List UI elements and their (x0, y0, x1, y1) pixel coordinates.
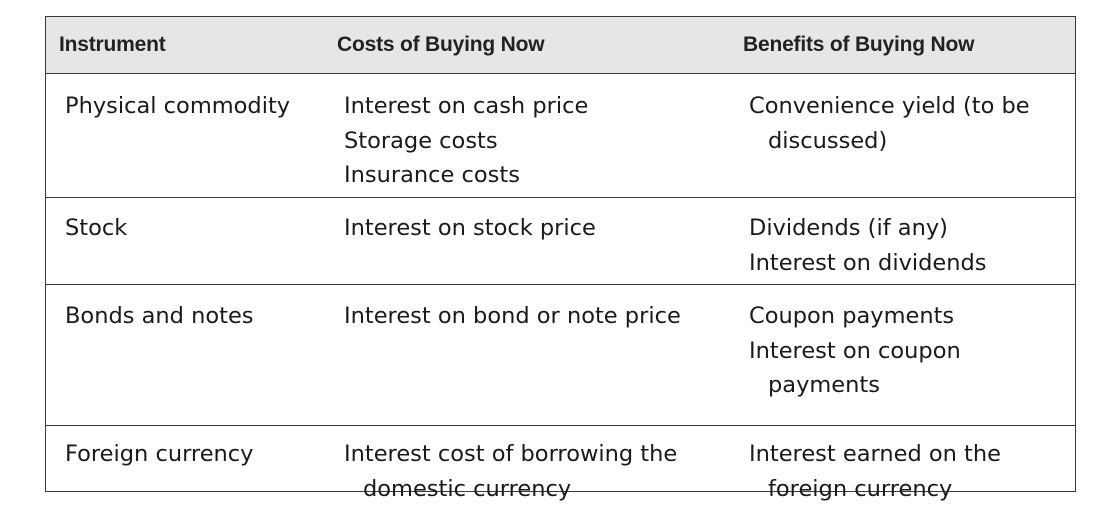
cost-benefit-table: Instrument Costs of Buying Now Benefits … (45, 16, 1076, 502)
row-benefits: Interest earned on the foreign currency (749, 437, 1069, 506)
table-row: Bonds and notes Interest on bond or note… (46, 285, 1075, 426)
benefit-line: Coupon payments (749, 303, 955, 329)
row-costs: Interest on stock price (344, 211, 714, 246)
benefit-line: payments (768, 372, 880, 398)
row-benefits: Dividends (if any) Interest on dividends (749, 211, 1069, 280)
table-row: Stock Interest on stock price Dividends … (46, 198, 1075, 285)
header-benefits: Benefits of Buying Now (743, 33, 975, 56)
row-instrument: Physical commodity (65, 93, 291, 119)
table-header: Instrument Costs of Buying Now Benefits … (46, 17, 1075, 74)
cost-line: Interest on bond or note price (344, 303, 681, 329)
header-costs: Costs of Buying Now (337, 33, 545, 56)
row-instrument: Foreign currency (65, 441, 254, 467)
row-benefits: Convenience yield (to be discussed) (749, 89, 1069, 158)
table-row: Physical commodity Interest on cash pric… (46, 74, 1075, 198)
benefit-line: foreign currency (768, 475, 953, 502)
cost-line: domestic currency (363, 475, 572, 502)
row-benefits: Coupon payments Interest on coupon payme… (749, 299, 1069, 403)
benefit-line: discussed) (768, 127, 888, 154)
cost-line: Interest cost of borrowing the (344, 441, 678, 467)
header-instrument: Instrument (59, 33, 166, 56)
row-costs: Interest on bond or note price (344, 299, 714, 334)
cost-line: Insurance costs (344, 162, 520, 188)
benefit-line: Interest earned on the (749, 441, 1001, 467)
benefit-line: Interest on dividends (749, 249, 987, 276)
benefit-line: Interest on coupon (749, 337, 961, 364)
row-instrument: Stock (65, 215, 128, 241)
cost-line: Storage costs (344, 127, 498, 154)
table-row: Foreign currency Interest cost of borrow… (46, 426, 1075, 502)
benefit-line: Convenience yield (to be (749, 93, 1030, 119)
benefit-line: Dividends (if any) (749, 215, 948, 241)
cost-line: Interest on stock price (344, 215, 596, 241)
cost-line: Interest on cash price (344, 93, 589, 119)
row-costs: Interest cost of borrowing the domestic … (344, 437, 714, 506)
row-costs: Interest on cash price Storage costs Ins… (344, 89, 714, 193)
row-instrument: Bonds and notes (65, 303, 254, 329)
